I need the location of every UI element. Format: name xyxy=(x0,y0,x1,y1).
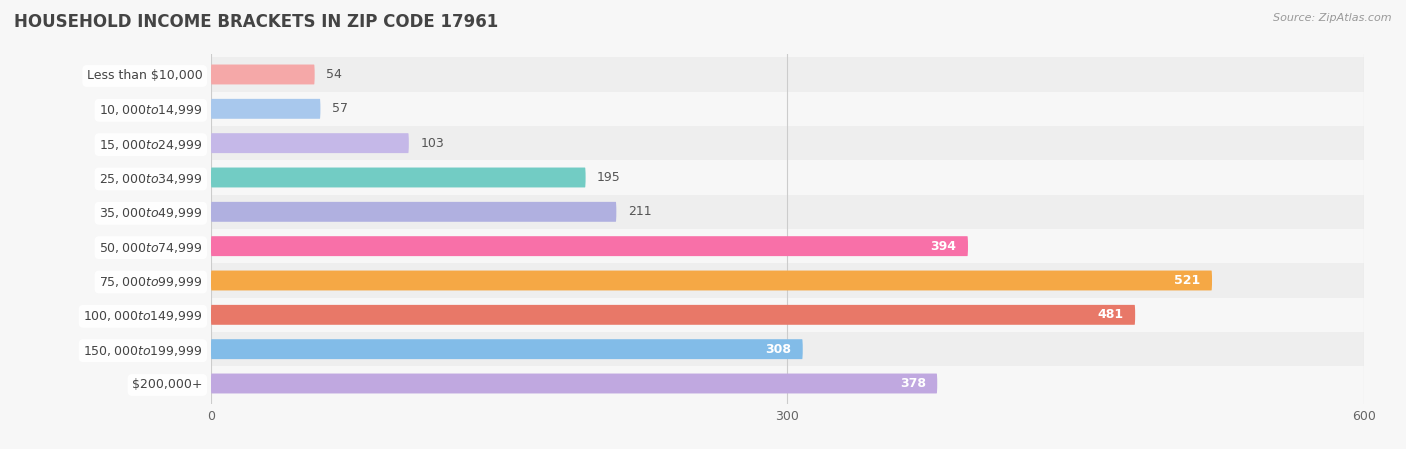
Bar xyxy=(0,263,1364,298)
Bar xyxy=(0,160,1364,195)
Text: 481: 481 xyxy=(1098,308,1123,321)
Bar xyxy=(0,298,1364,332)
Bar xyxy=(0,57,1364,92)
FancyBboxPatch shape xyxy=(211,99,321,119)
Text: Source: ZipAtlas.com: Source: ZipAtlas.com xyxy=(1274,13,1392,23)
Text: 195: 195 xyxy=(598,171,621,184)
Text: 57: 57 xyxy=(332,102,347,115)
Text: 394: 394 xyxy=(931,240,956,253)
Bar xyxy=(0,126,1364,160)
Text: 103: 103 xyxy=(420,136,444,150)
Bar xyxy=(0,195,1364,229)
FancyBboxPatch shape xyxy=(211,339,803,359)
Text: 211: 211 xyxy=(628,205,651,218)
Text: 308: 308 xyxy=(765,343,792,356)
Bar xyxy=(0,332,1364,366)
Text: 54: 54 xyxy=(326,68,342,81)
FancyBboxPatch shape xyxy=(211,305,1135,325)
FancyBboxPatch shape xyxy=(211,167,585,187)
Bar xyxy=(0,366,1364,401)
Text: HOUSEHOLD INCOME BRACKETS IN ZIP CODE 17961: HOUSEHOLD INCOME BRACKETS IN ZIP CODE 17… xyxy=(14,13,498,31)
Bar xyxy=(0,229,1364,263)
Text: 521: 521 xyxy=(1174,274,1201,287)
FancyBboxPatch shape xyxy=(211,271,1212,291)
Bar xyxy=(0,92,1364,126)
FancyBboxPatch shape xyxy=(211,65,315,84)
FancyBboxPatch shape xyxy=(211,133,409,153)
FancyBboxPatch shape xyxy=(211,202,616,222)
FancyBboxPatch shape xyxy=(211,236,967,256)
FancyBboxPatch shape xyxy=(211,374,938,393)
Text: 378: 378 xyxy=(900,377,925,390)
